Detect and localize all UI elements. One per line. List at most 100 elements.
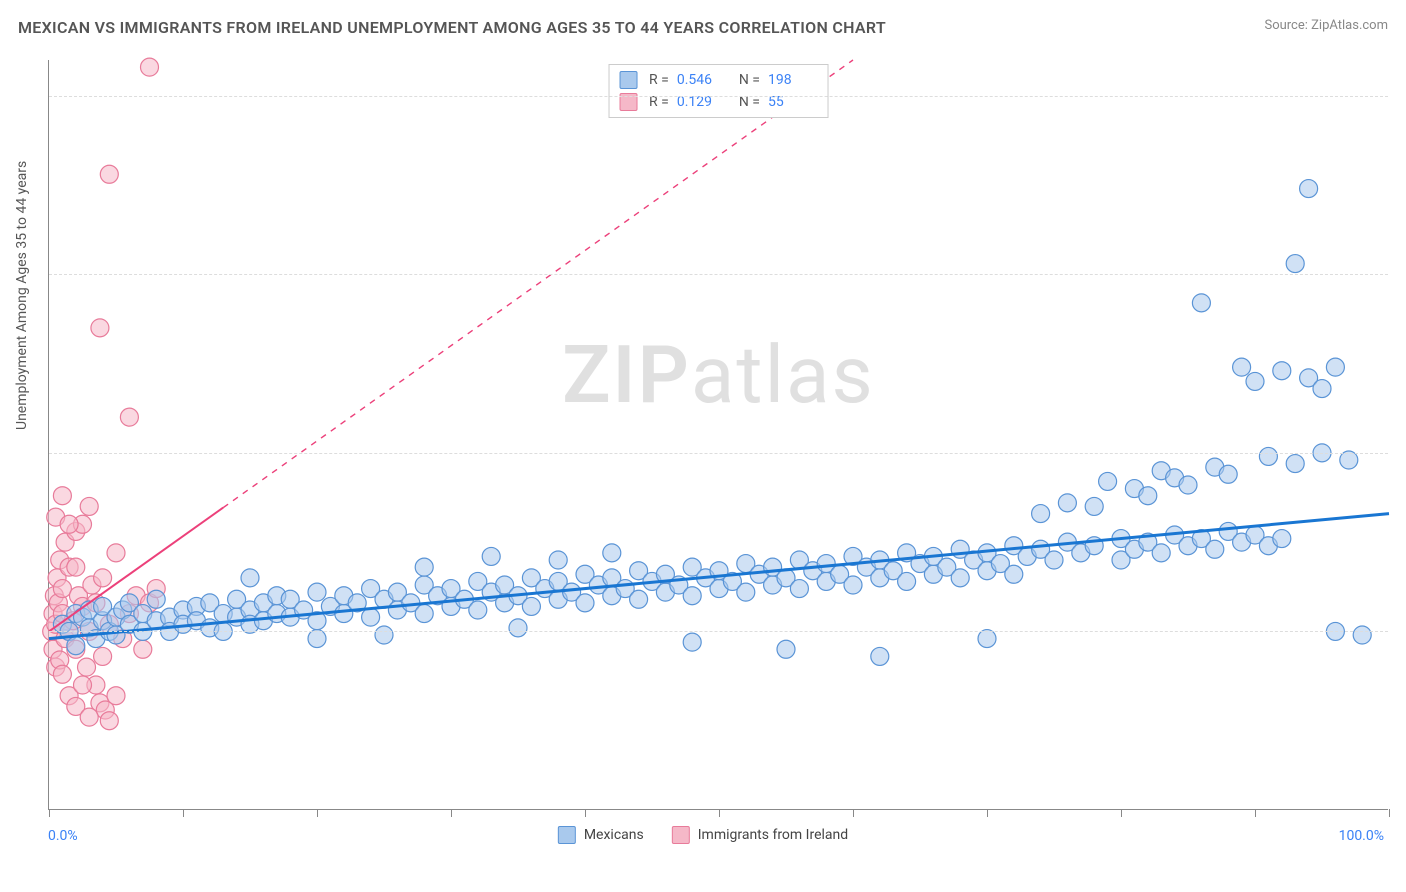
scatter-point <box>1313 380 1331 398</box>
x-tick <box>49 809 50 817</box>
scatter-point <box>1353 626 1371 644</box>
scatter-point <box>53 580 71 598</box>
n-value-0: 198 <box>768 72 818 88</box>
scatter-point <box>1032 505 1050 523</box>
scatter-point <box>469 601 487 619</box>
plot-area: ZIPatlas R = 0.546 N = 198 R = 0.129 N =… <box>48 60 1388 810</box>
scatter-point <box>1099 472 1117 490</box>
scatter-point <box>1233 358 1251 376</box>
scatter-point <box>53 487 71 505</box>
y-axis-label: Unemployment Among Ages 35 to 44 years <box>14 161 30 430</box>
scatter-point <box>100 712 118 730</box>
scatter-point <box>844 576 862 594</box>
scatter-point <box>482 547 500 565</box>
gridline-h <box>49 274 1388 275</box>
gridline-h <box>49 631 1388 632</box>
scatter-point <box>871 647 889 665</box>
scatter-point <box>60 515 78 533</box>
scatter-point <box>74 676 92 694</box>
scatter-point <box>100 165 118 183</box>
scatter-point <box>522 597 540 615</box>
scatter-point <box>308 583 326 601</box>
r-value-0: 0.546 <box>677 72 727 88</box>
legend-bottom-label-1: Immigrants from Ireland <box>698 827 848 843</box>
scatter-point <box>576 594 594 612</box>
scatter-point <box>951 569 969 587</box>
scatter-point <box>790 580 808 598</box>
scatter-point <box>80 497 98 515</box>
scatter-point <box>1273 530 1291 548</box>
scatter-point <box>67 558 85 576</box>
legend-bottom-swatch-0 <box>558 826 576 844</box>
x-tick <box>585 809 586 817</box>
legend-swatch-0 <box>619 71 637 89</box>
scatter-point <box>683 633 701 651</box>
scatter-point <box>1152 544 1170 562</box>
scatter-point <box>91 319 109 337</box>
scatter-point <box>603 544 621 562</box>
scatter-point <box>120 408 138 426</box>
scatter-point <box>898 572 916 590</box>
legend-bottom: Mexicans Immigrants from Ireland <box>558 826 848 844</box>
scatter-point <box>1139 487 1157 505</box>
scatter-point <box>1326 358 1344 376</box>
scatter-point <box>1192 294 1210 312</box>
n-label-0: N = <box>739 72 760 88</box>
scatter-point <box>67 637 85 655</box>
scatter-point <box>94 569 112 587</box>
x-tick <box>1389 809 1390 817</box>
x-tick <box>183 809 184 817</box>
scatter-point <box>630 590 648 608</box>
chart-title: MEXICAN VS IMMIGRANTS FROM IRELAND UNEMP… <box>18 18 886 37</box>
x-tick <box>1255 809 1256 817</box>
x-tick <box>317 809 318 817</box>
scatter-point <box>1045 551 1063 569</box>
legend-bottom-swatch-1 <box>672 826 690 844</box>
scatter-point <box>1058 494 1076 512</box>
legend-bottom-label-0: Mexicans <box>584 827 644 843</box>
scatter-point <box>1005 565 1023 583</box>
scatter-point <box>509 619 527 637</box>
scatter-point <box>107 687 125 705</box>
chart-container: MEXICAN VS IMMIGRANTS FROM IRELAND UNEMP… <box>0 0 1406 892</box>
scatter-point <box>777 640 795 658</box>
scatter-point <box>1259 447 1277 465</box>
x-tick <box>719 809 720 817</box>
scatter-point <box>1179 476 1197 494</box>
scatter-point <box>1286 255 1304 273</box>
scatter-point <box>683 587 701 605</box>
x-tick <box>1121 809 1122 817</box>
scatter-point <box>549 551 567 569</box>
scatter-point <box>737 583 755 601</box>
scatter-point <box>80 708 98 726</box>
scatter-point <box>1246 372 1264 390</box>
scatter-point <box>362 608 380 626</box>
plot-svg <box>49 60 1388 809</box>
scatter-point <box>94 647 112 665</box>
trend-line-dashed <box>223 60 853 508</box>
x-tick <box>987 809 988 817</box>
x-tick <box>451 809 452 817</box>
scatter-point <box>78 658 96 676</box>
scatter-point <box>1273 362 1291 380</box>
scatter-point <box>1286 455 1304 473</box>
scatter-point <box>134 640 152 658</box>
x-axis-max-label: 100.0% <box>1339 828 1384 844</box>
scatter-point <box>1300 180 1318 198</box>
legend-top: R = 0.546 N = 198 R = 0.129 N = 55 <box>608 64 829 118</box>
scatter-point <box>141 58 159 76</box>
scatter-point <box>241 569 259 587</box>
legend-top-row-1: R = 0.129 N = 55 <box>619 91 818 113</box>
r-label-0: R = <box>649 72 669 88</box>
legend-bottom-item-0: Mexicans <box>558 826 644 844</box>
scatter-point <box>107 544 125 562</box>
source-label: Source: ZipAtlas.com <box>1264 18 1388 33</box>
legend-bottom-item-1: Immigrants from Ireland <box>672 826 848 844</box>
scatter-point <box>53 665 71 683</box>
gridline-h <box>49 96 1388 97</box>
gridline-h <box>49 453 1388 454</box>
scatter-point <box>415 605 433 623</box>
x-tick <box>853 809 854 817</box>
legend-top-row-0: R = 0.546 N = 198 <box>619 69 818 91</box>
x-axis-min-label: 0.0% <box>48 828 78 844</box>
